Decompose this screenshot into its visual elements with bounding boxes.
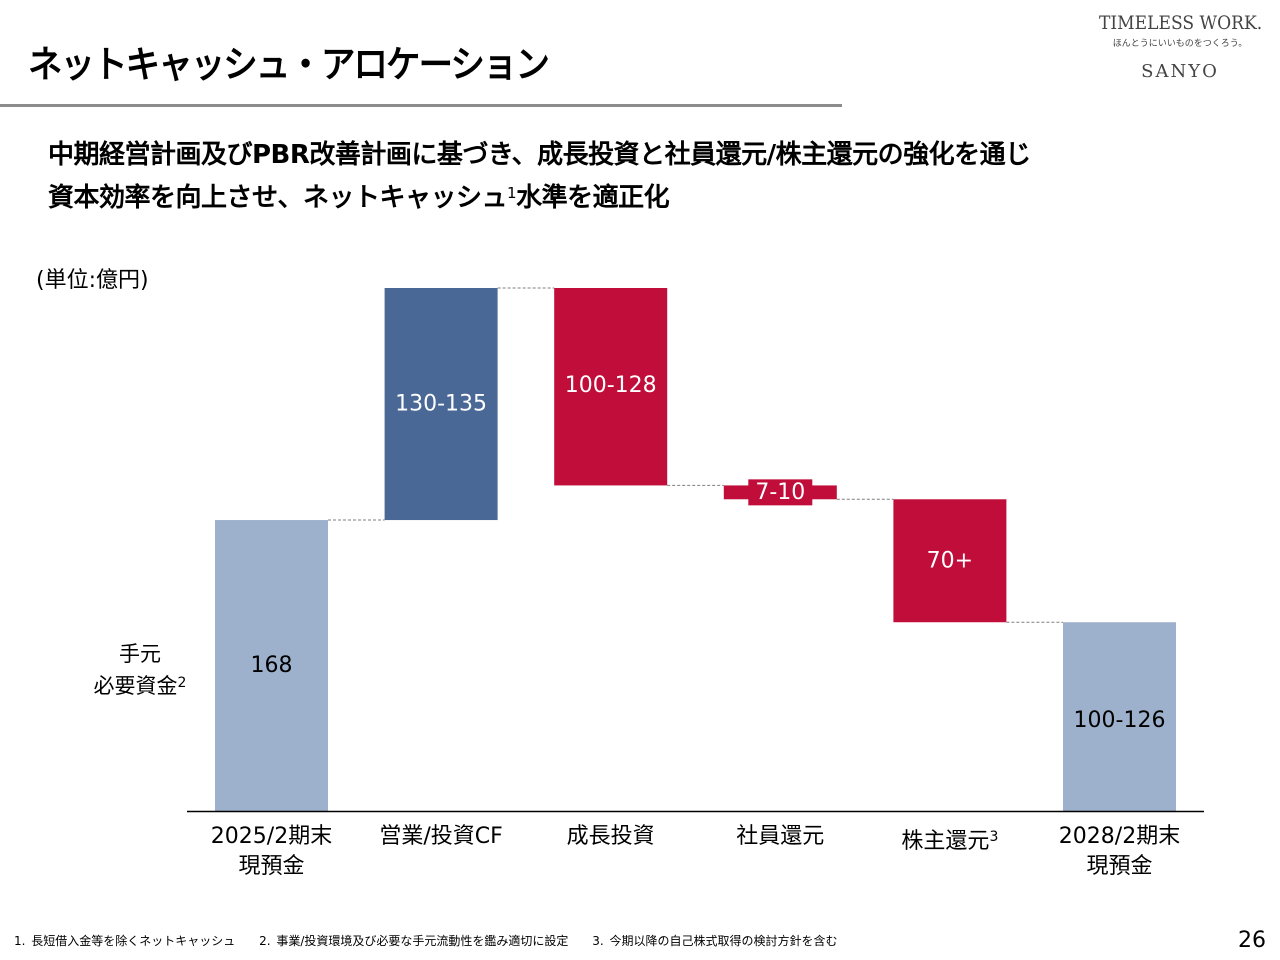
bar-decrease (893, 499, 1007, 623)
unit-label: (単位:億円) (36, 268, 149, 293)
footnote-2: 2. 事業/投資環境及び必要な手元流動性を鑑み適切に設定 (259, 934, 569, 948)
x-tick-label-line-2: 現預金 (1086, 854, 1153, 879)
page-number: 26 (1238, 928, 1266, 953)
footnote-ref-3: 3 (989, 829, 999, 845)
x-tick-label: 成長投資 (526, 822, 696, 852)
bar-data-label: 70+ (927, 548, 973, 573)
bar-increase (384, 288, 498, 521)
footnotes: 1. 長短借入金等を除くネットキャッシュ 2. 事業/投資環境及び必要な手元流動… (14, 932, 856, 949)
bar-total (1063, 622, 1176, 811)
bar-data-labels: 168 130-135 100-128 7-10 70+ 100-126 (251, 373, 1166, 733)
x-tick-label: 社員還元 (695, 822, 865, 852)
x-tick-label-text: 2025/2期末 (210, 824, 333, 849)
logo-tagline-en: TIMELESS WORK. (1099, 12, 1263, 34)
title-divider (0, 104, 842, 107)
x-tick-label: 営業/投資CF (356, 822, 526, 852)
required-funds-line-2: 必要資金2 (70, 669, 210, 701)
bars (215, 288, 1176, 811)
lead-line-2: 資本効率を向上させ、ネットキャッシュ1水準を適正化 (48, 174, 1031, 217)
required-funds-line-1: 手元 (119, 642, 161, 666)
data-label-background (748, 479, 813, 506)
logo-brand: SANYO (1141, 61, 1219, 82)
x-tick-label-line-1: 2028/2期末 (1035, 822, 1205, 852)
bar-data-label: 100-126 (1074, 708, 1166, 733)
x-tick-label-text: 成長投資 (566, 824, 655, 849)
bar-data-label: 168 (251, 653, 293, 678)
bar-data-label: 130-135 (395, 392, 487, 417)
x-tick-label-text: 2028/2期末 (1058, 824, 1181, 849)
x-tick-label: 株主還元3 (865, 822, 1035, 857)
required-funds-text: 必要資金 (93, 674, 178, 698)
x-tick-label-text: 社員還元 (736, 824, 825, 849)
logo-tagline-jp: ほんとうにいいものをつくろう。 (1112, 39, 1248, 49)
x-tick-label-line-1: 営業/投資CF (356, 822, 526, 852)
company-logo: TIMELESS WORK. ほんとうにいいものをつくろう。 SANYO (1090, 12, 1270, 82)
x-tick-label-text: 営業/投資CF (379, 824, 503, 849)
x-tick-label: 2028/2期末 現預金 (1035, 822, 1205, 882)
lead-line-1: 中期経営計画及びPBR改善計画に基づき、成長投資と社員還元/株主還元の強化を通じ (48, 140, 1031, 170)
footnote-1: 1. 長短借入金等を除くネットキャッシュ (14, 934, 236, 948)
x-tick-label-line-1: 社員還元 (695, 822, 865, 852)
page-title: ネットキャッシュ・アロケーション (28, 43, 550, 86)
x-tick-label-line-1: 株主還元3 (865, 822, 1035, 857)
bar-data-label: 100-128 (565, 373, 657, 398)
footnote-3: 3. 今期以降の自己株式取得の検討方針を含む (592, 934, 838, 948)
bar-data-label: 7-10 (755, 480, 805, 505)
footnote-ref-2: 2 (177, 675, 187, 691)
x-tick-label-text: 株主還元 (901, 829, 990, 854)
x-tick-label: 2025/2期末 現預金 (187, 822, 357, 882)
connector-lines (328, 287, 1063, 623)
lead-line-2-post: 水準を適正化 (516, 183, 670, 213)
bar-total (215, 520, 328, 811)
footnote-ref-1: 1 (507, 184, 517, 202)
lead-message: 中期経営計画及びPBR改善計画に基づき、成長投資と社員還元/株主還元の強化を通じ… (48, 136, 1031, 217)
bar-decrease (554, 288, 668, 486)
x-tick-label-line-1: 2025/2期末 (187, 822, 357, 852)
x-tick-label-line-1: 成長投資 (526, 822, 696, 852)
lead-line-2-pre: 資本効率を向上させ、ネットキャッシュ (48, 183, 508, 213)
required-funds-label: 手元 必要資金2 (70, 640, 210, 701)
x-tick-label-line-2: 現預金 (238, 854, 305, 879)
